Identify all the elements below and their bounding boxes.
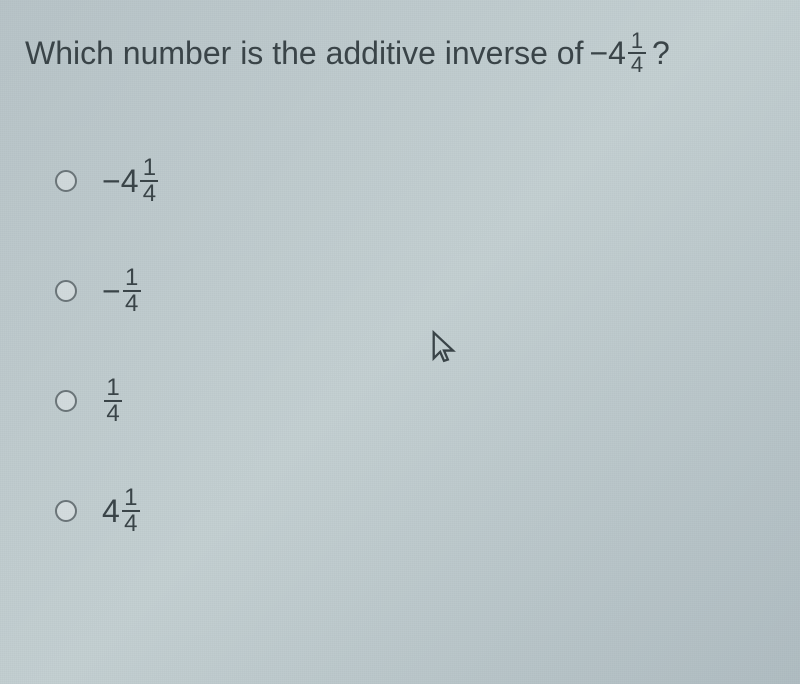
cursor-icon: [430, 330, 458, 371]
option-2[interactable]: − 1 4: [55, 266, 775, 316]
options-list: − 4 1 4 − 1 4 1: [25, 156, 775, 536]
option-whole: 4: [121, 163, 139, 200]
question-denominator: 4: [629, 54, 645, 76]
question-value: − 4 1 4: [589, 30, 645, 76]
option-numerator: 1: [123, 266, 140, 290]
option-4[interactable]: 4 1 4: [55, 486, 775, 536]
question-prefix: Which number is the additive inverse of: [25, 35, 583, 72]
question-whole: 4: [608, 35, 626, 72]
option-numerator: 1: [104, 376, 121, 400]
option-sign: −: [102, 273, 121, 310]
radio-button[interactable]: [55, 500, 77, 522]
option-value: 1 4: [102, 376, 122, 426]
radio-button[interactable]: [55, 280, 77, 302]
option-fraction: 1 4: [123, 266, 141, 316]
question-sign: −: [589, 35, 608, 72]
question-text: Which number is the additive inverse of …: [25, 30, 775, 76]
question-suffix: ?: [652, 35, 670, 72]
option-denominator: 4: [123, 292, 140, 316]
option-numerator: 1: [122, 486, 139, 510]
option-denominator: 4: [104, 402, 121, 426]
option-sign: −: [102, 163, 121, 200]
option-fraction: 1 4: [140, 156, 158, 206]
option-fraction: 1 4: [122, 486, 140, 536]
option-value: 4 1 4: [102, 486, 140, 536]
option-numerator: 1: [141, 156, 158, 180]
option-value: − 4 1 4: [102, 156, 158, 206]
option-3[interactable]: 1 4: [55, 376, 775, 426]
option-1[interactable]: − 4 1 4: [55, 156, 775, 206]
question-numerator: 1: [629, 30, 645, 52]
radio-button[interactable]: [55, 170, 77, 192]
option-fraction: 1 4: [104, 376, 122, 426]
option-value: − 1 4: [102, 266, 141, 316]
option-denominator: 4: [141, 182, 158, 206]
radio-button[interactable]: [55, 390, 77, 412]
option-whole: 4: [102, 493, 120, 530]
option-denominator: 4: [122, 512, 139, 536]
question-fraction: 1 4: [628, 30, 646, 76]
